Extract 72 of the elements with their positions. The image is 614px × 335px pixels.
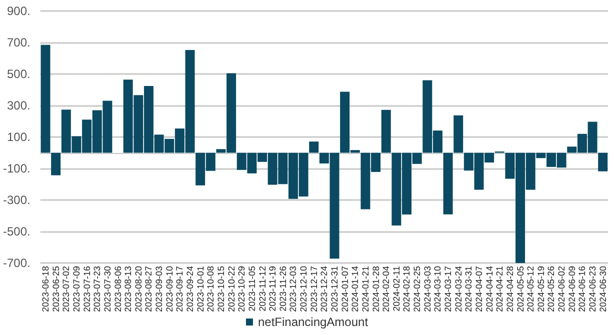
x-tick-label: 2023-06-18 [40, 266, 51, 312]
x-tick-label: 2023-08-06 [112, 266, 123, 312]
x-tick-label: 2023-08-13 [123, 266, 134, 312]
x-tick-label: 2024-06-23 [588, 266, 598, 312]
x-tick-label: 2024-02-18 [402, 266, 412, 312]
x-tick-label: 2023-12-24 [319, 266, 330, 312]
y-tick-label: 100. [6, 130, 30, 144]
x-tick-label: 2024-01-14 [350, 266, 360, 312]
x-tick-label: 2023-11-12 [257, 266, 268, 312]
x-tick-label: 2024-02-25 [412, 266, 422, 312]
y-tick-label: 300. [6, 98, 30, 112]
bar [381, 110, 391, 153]
x-tick-label: 2024-05-12 [526, 266, 536, 312]
x-tick-label: 2024-05-26 [546, 266, 556, 312]
y-tick-label: -500. [2, 224, 30, 238]
x-tick-label: 2023-11-19 [268, 266, 278, 312]
x-tick-label: 2024-04-07 [474, 266, 484, 312]
x-tick-label: 2023-12-10 [298, 266, 309, 312]
x-tick-label: 2024-05-05 [515, 266, 526, 312]
x-tick-label: 2023-10-08 [206, 266, 216, 312]
x-tick-label: 2023-06-25 [50, 266, 61, 312]
y-tick-label: 500. [6, 67, 30, 81]
x-tick-label: 2024-06-30 [598, 266, 608, 312]
bar [309, 142, 319, 153]
x-tick-label: 2023-09-17 [174, 266, 185, 312]
x-tick-label: 2023-09-03 [154, 266, 164, 312]
y-tick-label: 700. [6, 36, 30, 50]
x-tick-label: 2024-04-28 [504, 266, 515, 312]
x-tick-label: 2023-12-03 [288, 266, 298, 312]
x-tick-label: 2024-03-31 [464, 266, 474, 312]
y-tick-label: -700. [2, 256, 30, 270]
x-tick-label: 2024-03-10 [432, 266, 443, 312]
x-tick-label: 2023-07-16 [82, 266, 92, 312]
x-tick-label: 2024-02-11 [391, 266, 402, 312]
x-tick-label: 2023-12-31 [329, 266, 340, 312]
x-tick-label: 2023-10-22 [226, 266, 236, 312]
x-tick-label: 2024-01-28 [370, 266, 381, 312]
x-tick-label: 2024-03-17 [443, 266, 454, 312]
bar [51, 152, 61, 176]
bar [443, 152, 453, 214]
y-tick-label: -300. [2, 193, 30, 207]
x-tick-label: 2024-04-14 [484, 266, 494, 312]
x-tick-label: 2023-08-20 [133, 266, 144, 312]
x-tick-label: 2023-10-01 [195, 266, 206, 312]
x-tick-label: 2023-11-05 [246, 266, 257, 312]
legend-label: netFinancingAmount [258, 315, 369, 329]
x-tick-label: 2024-01-21 [360, 266, 370, 312]
x-tick-label: 2023-09-10 [164, 266, 174, 312]
x-tick-label: 2024-06-02 [556, 266, 567, 312]
x-tick-label: 2023-08-27 [144, 266, 154, 312]
x-tick-label: 2023-07-30 [102, 266, 112, 312]
x-tick-label: 2023-07-23 [92, 266, 102, 312]
x-tick-label: 2023-12-17 [308, 266, 319, 312]
x-tick-label: 2023-10-15 [216, 266, 226, 312]
bar [40, 44, 50, 153]
x-tick-label: 2024-02-04 [381, 266, 392, 312]
x-tick-label: 2023-07-09 [71, 266, 82, 312]
x-tick-label: 2023-07-02 [61, 266, 72, 312]
x-tick-label: 2023-09-24 [185, 266, 196, 312]
x-tick-label: 2024-05-19 [536, 266, 546, 312]
x-tick-label: 2024-03-24 [453, 266, 464, 312]
x-tick-label: 2023-11-26 [278, 266, 288, 312]
x-tick-label: 2024-03-03 [422, 266, 432, 312]
x-tick-label: 2024-06-09 [566, 266, 577, 312]
bar [454, 115, 464, 153]
x-tick-label: 2024-04-21 [494, 266, 505, 312]
x-tick-label: 2024-01-07 [340, 266, 350, 312]
y-tick-label: -100. [2, 162, 30, 176]
bar [598, 152, 608, 172]
y-tick-label: 900. [6, 4, 30, 18]
x-tick-label: 2024-06-16 [577, 266, 588, 312]
x-tick-label: 2023-10-29 [236, 266, 247, 312]
